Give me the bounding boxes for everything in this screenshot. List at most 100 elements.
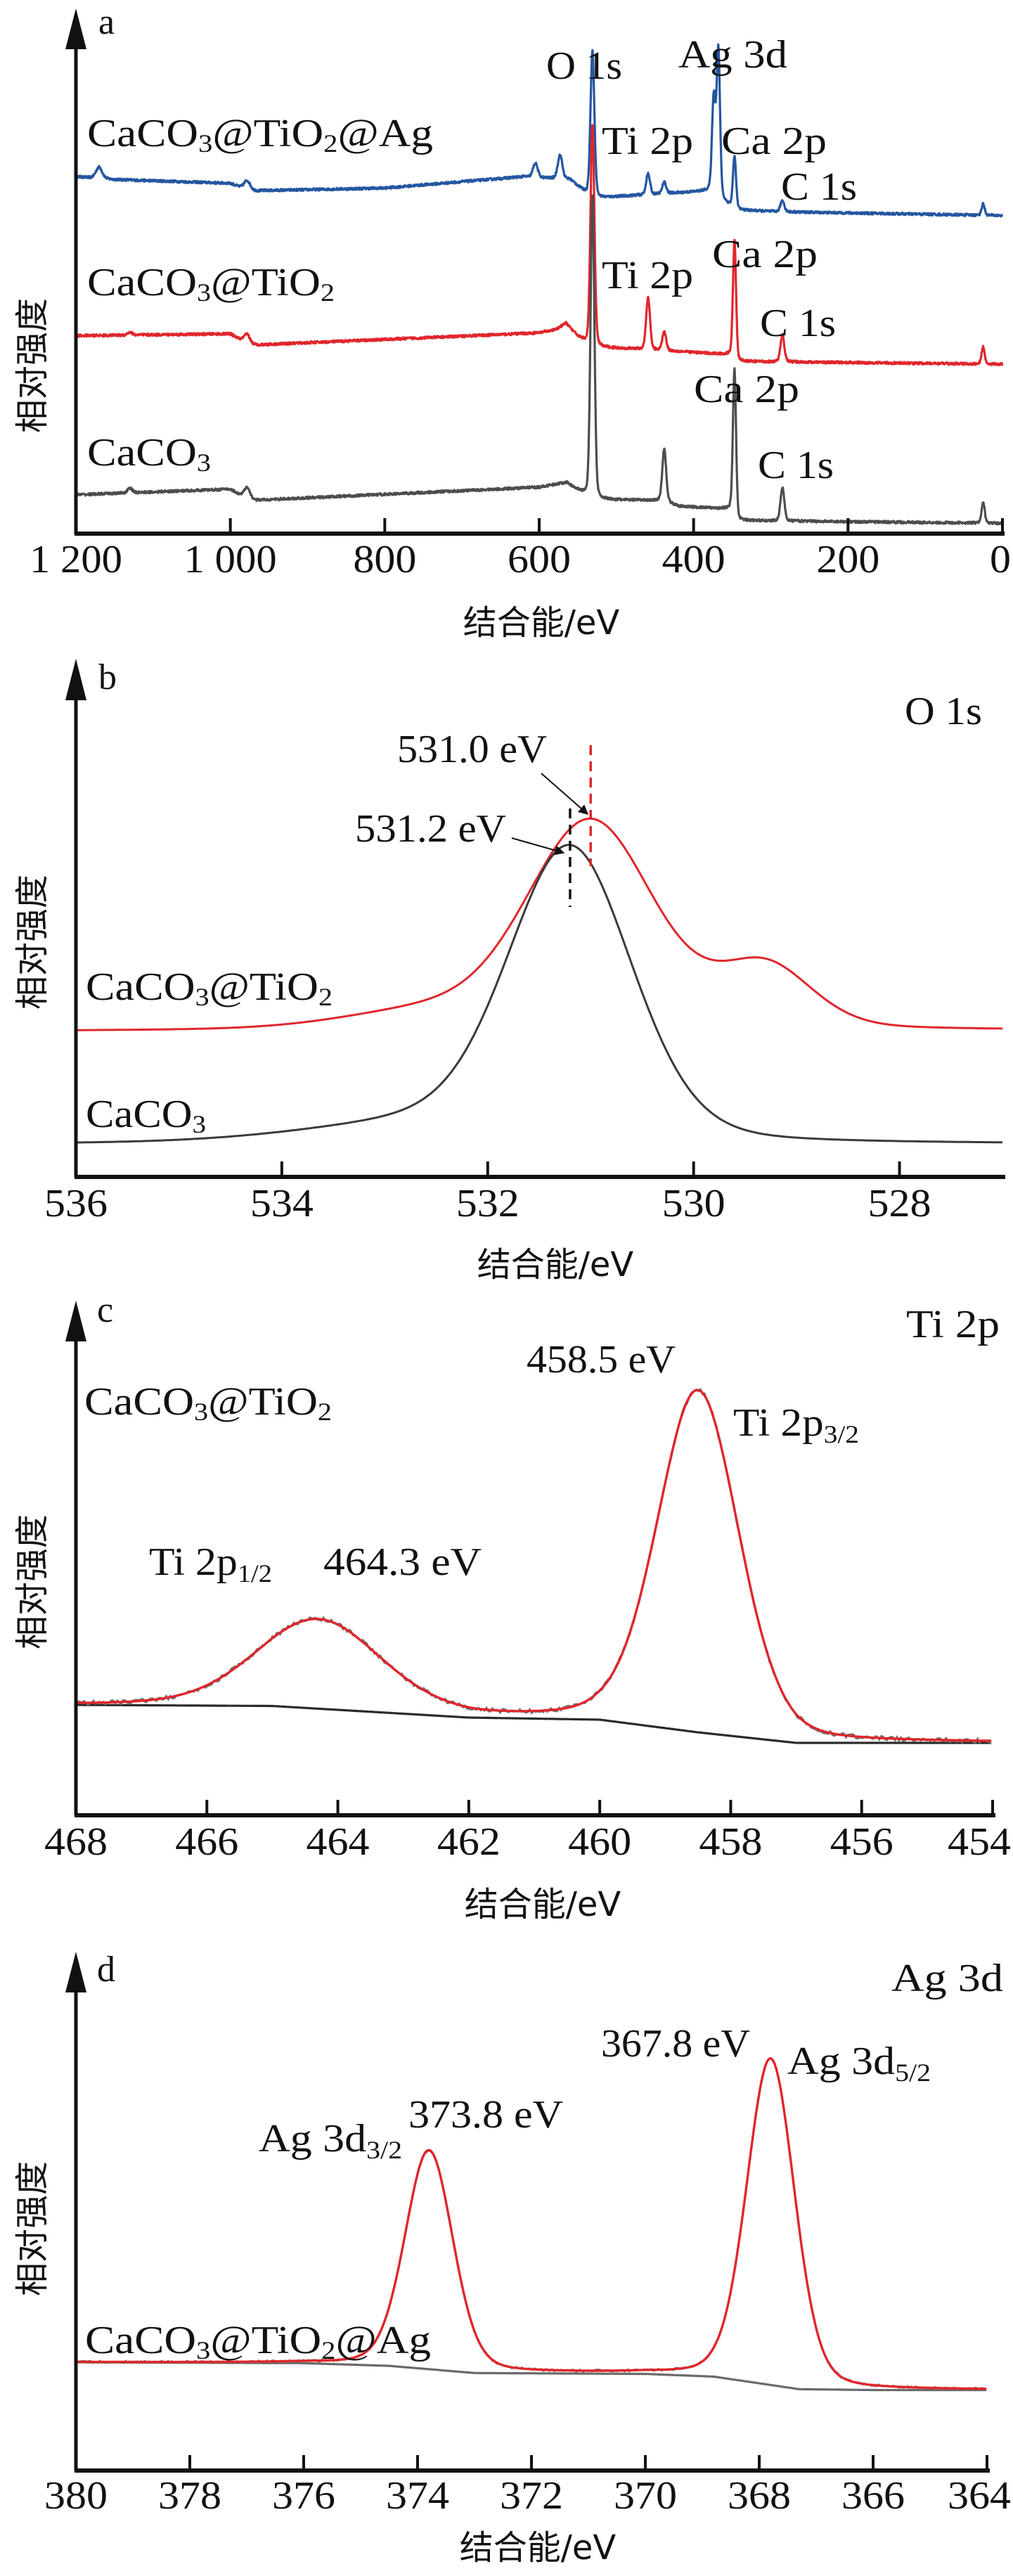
peak-label-ca2p-caco3-sample: Ca 2p (694, 368, 799, 411)
peak-label-c1s-caco3-sample: C 1s (758, 444, 834, 487)
x-tick-label: 800 (353, 538, 416, 581)
panel-label-b: b (98, 657, 117, 697)
spectrum-line-caco3-tio2-ag (75, 43, 1004, 218)
x-tick-label: 460 (568, 1820, 631, 1864)
peak-name-label-ag3d32: Ag 3d 3/2 (259, 2117, 402, 2164)
x-tick-label: 370 (614, 2474, 677, 2518)
x-tick-label: 378 (158, 2474, 221, 2518)
series-label-caco3-tio2: CaCO 3@TiO 2 (86, 965, 333, 1011)
annotation-arrow-531-2 (511, 837, 565, 856)
x-tick-label: 466 (175, 1820, 238, 1864)
y-axis-arrow-icon (65, 8, 86, 49)
y-axis-title: 相对强度 (13, 875, 52, 1010)
chart-title-ti2p: Ti 2p (906, 1303, 1000, 1346)
x-tick-label: 1 000 (184, 538, 277, 581)
x-axis (75, 1800, 995, 1817)
chart-title-ag3d: Ag 3d (891, 1957, 1003, 2000)
y-axis-arrow-icon (65, 1301, 86, 1341)
y-axis (65, 8, 86, 534)
series-label-caco3: CaCO 3 (87, 431, 211, 477)
background-line (76, 1704, 992, 1744)
peak-value-label-464-3: 464.3 eV (323, 1540, 482, 1584)
x-tick-label: 468 (44, 1820, 108, 1864)
panel-c-ti2p-spectrum: c 相对强度 468 466 464 462 460 458 456 454 结合能/eV T… (13, 1290, 1011, 1924)
y-axis-title: 相对强度 (13, 298, 52, 433)
x-axis-title: 结合能/eV (465, 1885, 621, 1924)
x-tick-label: 464 (307, 1820, 370, 1864)
x-tick-label: 380 (44, 2474, 108, 2518)
y-axis (65, 1301, 86, 1815)
peak-label-ag3d: Ag 3d (678, 33, 787, 77)
x-tick-labels: 1 200 1 000 800 600 400 200 0 (30, 538, 1011, 581)
spectrum-line-caco3 (75, 194, 1004, 526)
peak-value-label-373-8: 373.8 eV (408, 2093, 563, 2137)
peak-value-label-367-8: 367.8 eV (601, 2022, 750, 2066)
y-axis (65, 659, 86, 1177)
y-axis-arrow-icon (65, 1952, 86, 1992)
x-tick-label: 368 (728, 2474, 791, 2518)
x-axis (75, 2455, 990, 2473)
x-tick-label: 462 (437, 1820, 501, 1864)
x-tick-label: 528 (868, 1182, 931, 1225)
x-tick-label: 372 (500, 2474, 563, 2518)
y-axis-title: 相对强度 (13, 1514, 52, 1649)
spectrum-line-caco3-tio2 (75, 124, 1004, 367)
peak-label-c1s-tio2-sample: C 1s (760, 302, 836, 345)
y-axis (65, 1952, 86, 2471)
peak-label-c1s-ag-sample: C 1s (781, 165, 857, 209)
sample-label-caco3-tio2-ag: CaCO 3@TiO 2@Ag (85, 2319, 431, 2364)
x-axis-title: 结合能/eV (463, 603, 620, 643)
x-tick-label: 532 (456, 1182, 520, 1225)
x-tick-label: 458 (699, 1820, 762, 1864)
panel-b-o1s-spectrum: b 相对强度 536 534 532 530 528 结合能/eV O 1s 531.0… (13, 657, 1005, 1284)
x-tick-label: 366 (841, 2474, 905, 2518)
x-tick-label: 376 (272, 2474, 335, 2518)
peak-label-o1s: O 1s (546, 44, 622, 88)
panel-label-a: a (98, 2, 115, 42)
peak-value-label-531-2: 531.2 eV (355, 807, 506, 851)
x-tick-label: 374 (386, 2474, 449, 2518)
peak-name-label-ti2p32: Ti 2p 3/2 (733, 1401, 859, 1448)
panel-label-d: d (97, 1950, 115, 1990)
background-line (76, 2361, 987, 2392)
spectrum-line-caco3-tio2 (76, 817, 1003, 1031)
peak-value-label-458-5: 458.5 eV (527, 1338, 676, 1382)
peak-label-ca2p-tio2-sample: Ca 2p (712, 233, 818, 276)
series-label-caco3-tio2-ag: CaCO 3@TiO 2@Ag (87, 112, 433, 157)
chart-title-o1s: O 1s (905, 690, 982, 733)
x-tick-label: 200 (816, 538, 879, 581)
fitted-envelope-line (76, 2057, 987, 2390)
x-tick-label: 600 (508, 538, 571, 581)
spectrum-line-caco3 (76, 844, 1002, 1144)
x-tick-labels: 380 378 376 374 372 370 368 366 364 (44, 2474, 1011, 2518)
x-axis (75, 518, 1005, 536)
peak-name-label-ti2p12: Ti 2p 1/2 (149, 1540, 272, 1588)
peak-value-label-531-0: 531.0 eV (397, 728, 547, 771)
peak-label-ca2p-ag-sample: Ca 2p (721, 120, 827, 163)
annotation-arrow-531-0 (541, 773, 589, 815)
panel-d-ag3d-spectrum: d 相对强度 380 378 376 374 372 370 368 366 364 结合能/e… (13, 1950, 1011, 2568)
fitted-envelope-line (75, 1389, 992, 1742)
peak-label-ti2p-tio2-sample: Ti 2p (602, 254, 693, 297)
panel-label-c: c (97, 1290, 113, 1330)
panel-a-survey-spectrum: a 相对强度 1 200 1 000 800 600 400 200 0 结合能/eV Ca… (13, 2, 1011, 643)
x-tick-label: 0 (990, 538, 1011, 581)
x-tick-label: 1 200 (30, 538, 122, 581)
x-tick-labels: 536 534 532 530 528 (44, 1182, 931, 1225)
x-tick-label: 530 (662, 1182, 725, 1225)
peak-label-ti2p-ag-sample: Ti 2p (602, 120, 693, 163)
x-tick-label: 456 (830, 1820, 893, 1864)
series-label-caco3-tio2: CaCO 3@TiO 2 (87, 261, 335, 307)
x-axis-title: 结合能/eV (460, 2528, 617, 2568)
sample-label-caco3-tio2: CaCO 3@TiO 2 (84, 1380, 332, 1426)
x-axis-title: 结合能/eV (477, 1245, 634, 1284)
x-tick-label: 534 (250, 1182, 314, 1225)
series-label-caco3: CaCO 3 (86, 1093, 206, 1138)
x-tick-label: 536 (44, 1182, 108, 1225)
x-axis (75, 1161, 1005, 1179)
y-axis-arrow-icon (65, 659, 86, 700)
x-tick-label: 364 (948, 2474, 1011, 2518)
peak-name-label-ag3d52: Ag 3d 5/2 (787, 2040, 931, 2087)
x-tick-label: 454 (948, 1820, 1011, 1864)
